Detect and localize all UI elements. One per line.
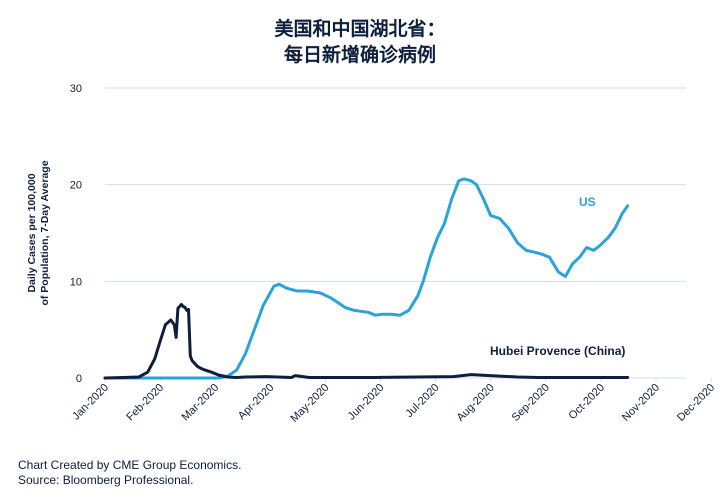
series-label-hubei: Hubei Provence (China) xyxy=(490,344,625,358)
y-tick-label: 10 xyxy=(70,276,82,288)
x-tick-label: Apr-2020 xyxy=(236,382,276,422)
x-tick-label: Nov-2020 xyxy=(620,382,662,424)
series-line-hubei xyxy=(103,303,630,380)
series-label-us: US xyxy=(579,195,596,209)
x-tick-label: Oct-2020 xyxy=(567,382,607,422)
x-tick-label: Feb-2020 xyxy=(124,382,166,424)
y-tick-label: 0 xyxy=(76,373,82,385)
x-tick-label: Jan-2020 xyxy=(70,382,111,423)
chart-source: Source: Bloomberg Professional. xyxy=(18,473,194,487)
x-tick-label: Jun-2020 xyxy=(346,382,387,423)
series-line-us xyxy=(103,177,630,380)
chart-title-line-1: 美国和中国湖北省： xyxy=(274,18,446,40)
x-tick-label: Dec-2020 xyxy=(675,382,717,424)
x-tick-label: May-2020 xyxy=(288,382,331,425)
x-tick-label: Sep-2020 xyxy=(510,382,552,424)
x-tick-label: Aug-2020 xyxy=(455,382,497,424)
x-tick-label: Jul-2020 xyxy=(403,382,441,420)
x-tick-label: Mar-2020 xyxy=(180,382,222,424)
y-axis-label: of Population, 7-Day Average xyxy=(39,160,51,305)
y-tick-label: 30 xyxy=(70,83,82,95)
y-tick-label: 20 xyxy=(70,180,82,192)
chart-title-line-2: 每日新增确诊病例 xyxy=(283,44,436,66)
chart-credit: Chart Created by CME Group Economics. xyxy=(18,458,242,472)
y-axis-label: Daily Cases per 100,000 xyxy=(26,173,38,292)
